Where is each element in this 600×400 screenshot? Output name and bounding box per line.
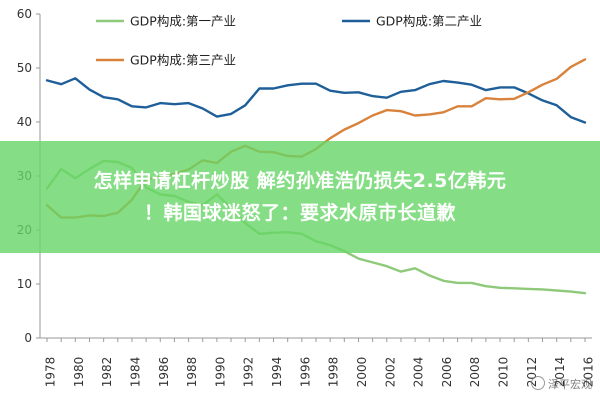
x-tick-label: 2004 bbox=[412, 357, 426, 388]
watermark-text: 泽平宏观 bbox=[548, 378, 592, 391]
x-tick-labels: 1978 1980 1982 1984 1986 1988 1990 1992 1994 1996… bbox=[44, 338, 596, 387]
x-tick-label: 1998 bbox=[327, 357, 341, 388]
y-tick-label: 50 bbox=[17, 61, 32, 75]
x-tick-label: 1984 bbox=[128, 357, 142, 388]
x-tick-label: 2006 bbox=[440, 357, 454, 388]
x-tick-label: 1994 bbox=[270, 357, 284, 388]
x-tick-label: 2014 bbox=[553, 357, 567, 388]
headline-line-2: ！韩国球迷怒了：要求水原市长道歉 bbox=[143, 202, 456, 224]
x-tick-label: 1980 bbox=[72, 357, 86, 388]
watermark: 泽平宏观 bbox=[531, 376, 592, 392]
headline-banner bbox=[0, 141, 600, 253]
x-tick-label: 1988 bbox=[185, 357, 199, 388]
x-tick-label: 2010 bbox=[497, 357, 511, 388]
x-tick-label: 1982 bbox=[100, 357, 114, 388]
legend: GDP构成:第一产业 GDP构成:第二产业 GDP构成:第三产业 bbox=[96, 14, 482, 68]
x-tick-label: 2016 bbox=[582, 357, 596, 388]
x-tick-label: 1978 bbox=[44, 357, 58, 388]
wechat-icon bbox=[531, 376, 545, 390]
x-tick-label: 1992 bbox=[242, 357, 256, 388]
y-tick-label: 60 bbox=[17, 7, 32, 21]
y-tick-label: 10 bbox=[17, 277, 32, 291]
x-tick-label: 2008 bbox=[468, 357, 482, 388]
headline-text[interactable]: 怎样申请杠杆炒股 解约孙准浩仍损失2.5亿韩元 ！韩国球迷怒了：要求水原市长道歉 bbox=[0, 165, 600, 229]
x-tick-label: 2000 bbox=[355, 357, 369, 388]
x-tick-label: 1996 bbox=[298, 357, 312, 388]
legend-label-3: GDP构成:第三产业 bbox=[130, 53, 236, 68]
legend-label-2: GDP构成:第二产业 bbox=[376, 14, 482, 29]
y-tick-label: 40 bbox=[17, 115, 32, 129]
y-tick-label: 0 bbox=[24, 331, 32, 345]
series-line-2 bbox=[45, 77, 587, 124]
x-tick-label: 1986 bbox=[157, 357, 171, 388]
legend-label-1: GDP构成:第一产业 bbox=[130, 14, 236, 29]
headline-line-1: 怎样申请杠杆炒股 解约孙准浩仍损失2.5亿韩元 bbox=[93, 170, 507, 192]
x-tick-label: 1990 bbox=[213, 357, 227, 388]
x-tick-label: 2002 bbox=[383, 357, 397, 388]
